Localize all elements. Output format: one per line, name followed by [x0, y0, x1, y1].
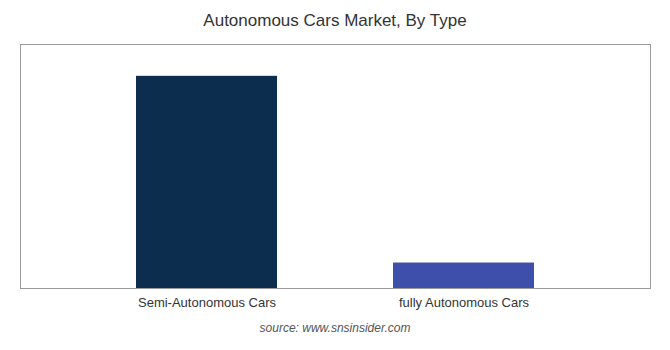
svg-text:Semi-Autonomous Cars: Semi-Autonomous Cars — [138, 295, 276, 310]
html-text:Autonomous Cars Market, By Typ: Autonomous Cars Market, By Type — [203, 11, 467, 30]
svg-text:fully Autonomous Cars: fully Autonomous Cars — [399, 295, 530, 310]
html-text:source: www.snsinsider.com: source: www.snsinsider.com — [259, 321, 411, 335]
